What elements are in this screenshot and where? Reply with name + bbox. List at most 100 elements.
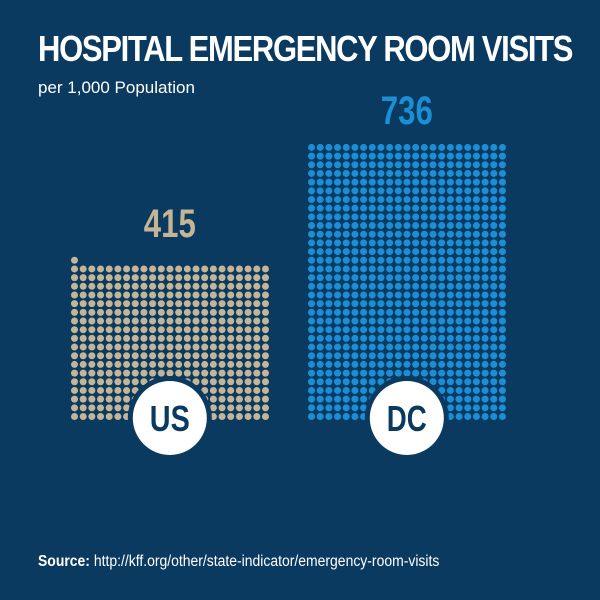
dot-dc — [351, 152, 359, 160]
dot-us — [183, 334, 191, 342]
dot-dc — [368, 378, 376, 386]
source-url[interactable]: http://kff.org/other/state-indicator/eme… — [89, 553, 440, 570]
dot-us — [183, 274, 191, 282]
dot-dc — [360, 326, 368, 334]
dot-us — [105, 395, 113, 403]
dot-dc — [490, 334, 498, 342]
dot-dc — [386, 360, 394, 368]
dot-us — [218, 369, 226, 377]
dot-us — [175, 326, 183, 334]
dot-dc — [342, 300, 350, 308]
dot-us — [166, 369, 174, 377]
dot-us — [123, 308, 131, 316]
dot-us — [123, 395, 131, 403]
dot-dc — [438, 386, 446, 394]
dot-us — [114, 300, 122, 308]
dot-dc — [360, 378, 368, 386]
dot-dc — [464, 404, 472, 412]
dot-us — [123, 291, 131, 299]
dot-dc — [351, 334, 359, 342]
dot-dc — [308, 248, 315, 256]
dot-dc — [360, 248, 368, 256]
dot-dc — [377, 222, 385, 230]
dot-us — [218, 386, 226, 394]
dot-dc — [481, 230, 489, 238]
dot-dc — [420, 213, 428, 221]
dot-dc — [455, 326, 463, 334]
dot-us — [114, 291, 122, 299]
dot-dc — [438, 378, 446, 386]
dot-us — [192, 265, 200, 273]
dot-dc — [446, 326, 454, 334]
dot-dc — [464, 317, 472, 325]
dot-dc — [351, 222, 359, 230]
dot-dc — [360, 196, 368, 203]
dot-dc — [316, 143, 324, 151]
dot-dc — [334, 230, 342, 238]
dot-us — [209, 386, 217, 394]
dot-dc — [481, 161, 489, 169]
dot-dc — [464, 360, 472, 368]
dot-us — [192, 291, 200, 299]
dot-dc — [446, 334, 454, 342]
dot-dc — [325, 143, 333, 151]
dot-dc — [403, 204, 411, 212]
dot-dc — [394, 334, 402, 342]
dot-dc — [360, 222, 368, 230]
dot-us — [261, 395, 269, 403]
dot-dc — [403, 196, 411, 203]
dot-us — [218, 378, 226, 386]
bar-dc — [308, 143, 506, 420]
dot-us — [157, 300, 165, 308]
dot-dc — [351, 360, 359, 368]
dot-dc — [351, 143, 359, 151]
dot-us — [183, 369, 191, 377]
dot-dc — [334, 274, 342, 282]
dot-dc — [412, 178, 420, 186]
dot-dc — [351, 300, 359, 308]
dot-us — [114, 274, 122, 282]
dot-dc — [481, 291, 489, 299]
dot-us — [71, 256, 78, 264]
dot-dc — [316, 369, 324, 377]
dot-dc — [334, 152, 342, 160]
dot-dc — [481, 326, 489, 334]
dot-us — [114, 265, 122, 273]
dot-us — [218, 265, 226, 273]
dot-us — [149, 369, 157, 377]
dot-us — [88, 326, 96, 334]
dot-dc — [403, 178, 411, 186]
dot-us — [105, 308, 113, 316]
dot-us — [227, 360, 235, 368]
dot-dc — [429, 196, 437, 203]
dot-dc — [325, 222, 333, 230]
dot-us — [235, 282, 243, 290]
dot-dc — [351, 196, 359, 203]
dot-dc — [455, 395, 463, 403]
dot-us — [253, 282, 261, 290]
dot-us — [105, 274, 113, 282]
dot-dc — [446, 213, 454, 221]
dot-dc — [420, 343, 428, 351]
dot-us — [192, 317, 200, 325]
dot-dc — [334, 326, 342, 334]
dot-dc — [351, 291, 359, 299]
dot-dc — [325, 386, 333, 394]
dot-dc — [342, 152, 350, 160]
dot-us — [131, 352, 139, 360]
dot-dc — [394, 300, 402, 308]
dot-dc — [490, 204, 498, 212]
dot-dc — [403, 291, 411, 299]
dot-dc — [446, 274, 454, 282]
dot-dc — [455, 378, 463, 386]
dot-dc — [360, 360, 368, 368]
dot-us — [261, 317, 269, 325]
dot-dc — [464, 300, 472, 308]
dot-dc — [360, 343, 368, 351]
dot-dc — [455, 204, 463, 212]
dot-us — [235, 317, 243, 325]
dot-dc — [472, 291, 480, 299]
dot-dc — [394, 196, 402, 203]
dot-dc — [464, 187, 472, 195]
dot-us — [244, 369, 252, 377]
